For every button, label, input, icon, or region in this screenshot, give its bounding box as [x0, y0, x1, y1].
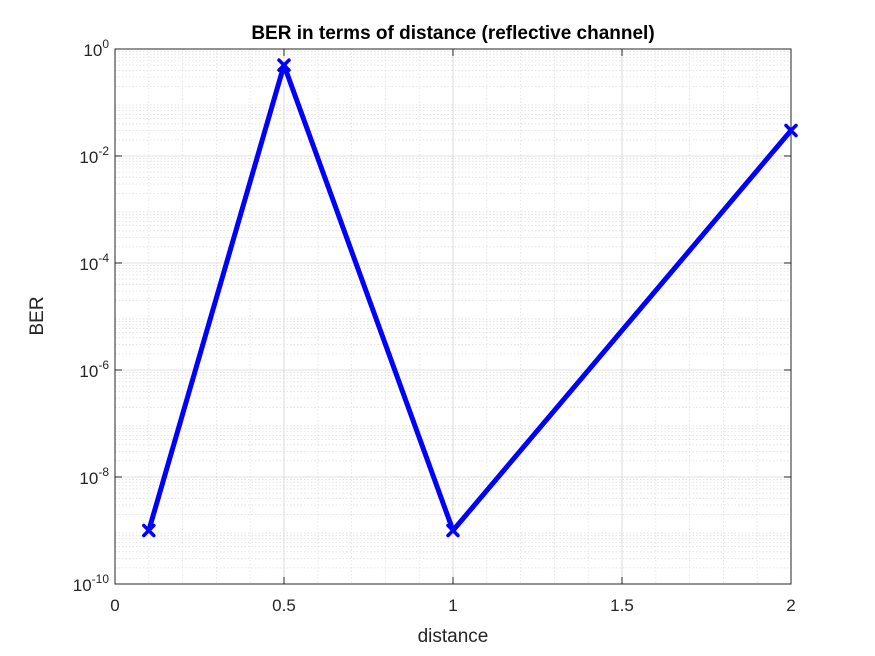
y-tick-exponent: -8	[98, 465, 109, 479]
y-axis-label: BER	[27, 296, 48, 335]
y-tick-exponent: 0	[102, 37, 109, 51]
marker-stroke	[446, 523, 460, 538]
y-tick-base: 10	[79, 469, 98, 488]
x-axis-label: distance	[418, 626, 489, 647]
x-tick-label: 0	[110, 596, 119, 615]
marker-stroke	[142, 523, 156, 538]
y-tick-base: 10	[79, 148, 98, 167]
y-tick-label: 10-4	[79, 251, 109, 274]
y-tick-exponent: -4	[98, 251, 109, 265]
series-line	[146, 62, 794, 533]
marker-stroke	[784, 123, 798, 138]
marker-stroke	[277, 58, 291, 72]
x-tick-label: 2	[786, 596, 795, 615]
data-point-marker	[446, 523, 460, 538]
y-tick-exponent: -10	[92, 572, 110, 586]
x-tick-label: 0.5	[272, 596, 296, 615]
y-tick-label: 10-6	[79, 358, 109, 381]
y-tick-label: 10-10	[73, 572, 110, 595]
x-tick-label: 1	[448, 596, 457, 615]
y-tick-base: 10	[73, 576, 92, 595]
data-point-marker	[142, 523, 156, 538]
grid-layer	[114, 48, 792, 585]
chart-title: BER in terms of distance (reflective cha…	[251, 23, 654, 44]
y-tick-base: 10	[79, 255, 98, 274]
y-tick-label: 10-8	[79, 465, 109, 488]
x-tick-label: 1.5	[610, 596, 634, 615]
y-tick-label: 10-2	[79, 144, 109, 167]
y-tick-exponent: -6	[98, 358, 109, 372]
y-tick-base: 10	[79, 362, 98, 381]
y-tick-base: 10	[83, 41, 102, 60]
data-point-marker	[784, 123, 798, 138]
axes-layer	[114, 48, 792, 585]
y-tick-label: 100	[83, 37, 109, 60]
y-tick-exponent: -2	[98, 144, 109, 158]
data-point-marker	[277, 58, 291, 72]
series-layer	[142, 58, 798, 538]
